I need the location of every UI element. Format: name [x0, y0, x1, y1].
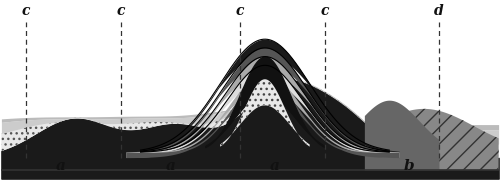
Text: a: a — [166, 159, 175, 173]
Text: a: a — [56, 159, 66, 173]
Text: c: c — [236, 4, 244, 18]
Text: b: b — [404, 159, 414, 173]
Text: c: c — [22, 4, 30, 18]
Text: c: c — [320, 4, 329, 18]
Text: a: a — [270, 159, 280, 173]
Text: d: d — [434, 4, 444, 18]
Text: c: c — [116, 4, 125, 18]
